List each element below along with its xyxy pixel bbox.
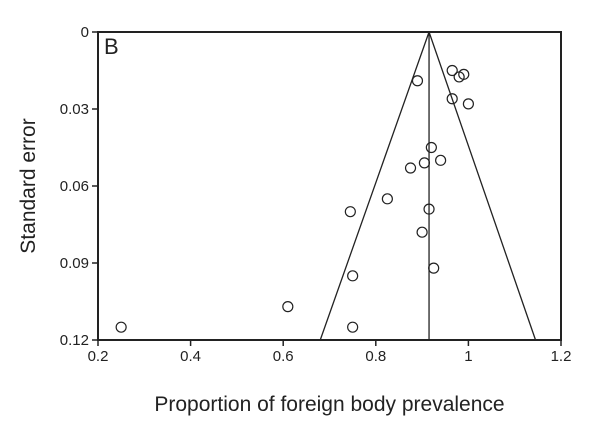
funnel-lines [319,31,537,341]
x-tick-label: 0.2 [88,348,109,365]
data-point [418,157,431,169]
data-point [381,193,393,205]
panel-label: B [104,34,119,59]
x-tick-label: 0.4 [180,348,201,365]
data-point [344,206,356,218]
x-tick-label: 0.6 [273,348,294,365]
data-point [446,64,458,77]
y-tick-label: 0 [81,24,89,41]
funnel-left-limit [319,31,430,341]
data-point [416,226,428,238]
tick-labels: 0.2 0.4 0.6 0.8 1 1.2 0 0.03 0.06 0.09 0.12 [60,24,572,365]
data-point [282,301,294,313]
y-tick-label: 0.03 [60,101,89,118]
y-axis-label: Standard error [17,118,40,253]
data-point [435,154,447,166]
y-tick-label: 0.09 [60,255,89,272]
data-point [425,141,437,154]
data-point [446,93,458,105]
x-tick-label: 0.8 [365,348,386,365]
data-point [428,262,440,274]
data-point [458,68,470,80]
axis-ticks [92,31,562,346]
data-point [404,162,417,174]
y-tick-label: 0.06 [60,178,89,195]
data-points [115,64,474,333]
data-point [115,321,127,333]
data-point [462,98,474,110]
funnel-right-limit [428,31,537,341]
x-tick-label: 1 [464,348,472,365]
data-point [423,203,435,215]
plot-frame [97,31,562,341]
x-axis-label: Proportion of foreign body prevalence [154,393,504,416]
data-point [347,321,359,333]
x-tick-label: 1.2 [551,348,572,365]
y-tick-label: 0.12 [60,332,89,349]
data-point [411,75,424,87]
data-point [347,270,359,282]
